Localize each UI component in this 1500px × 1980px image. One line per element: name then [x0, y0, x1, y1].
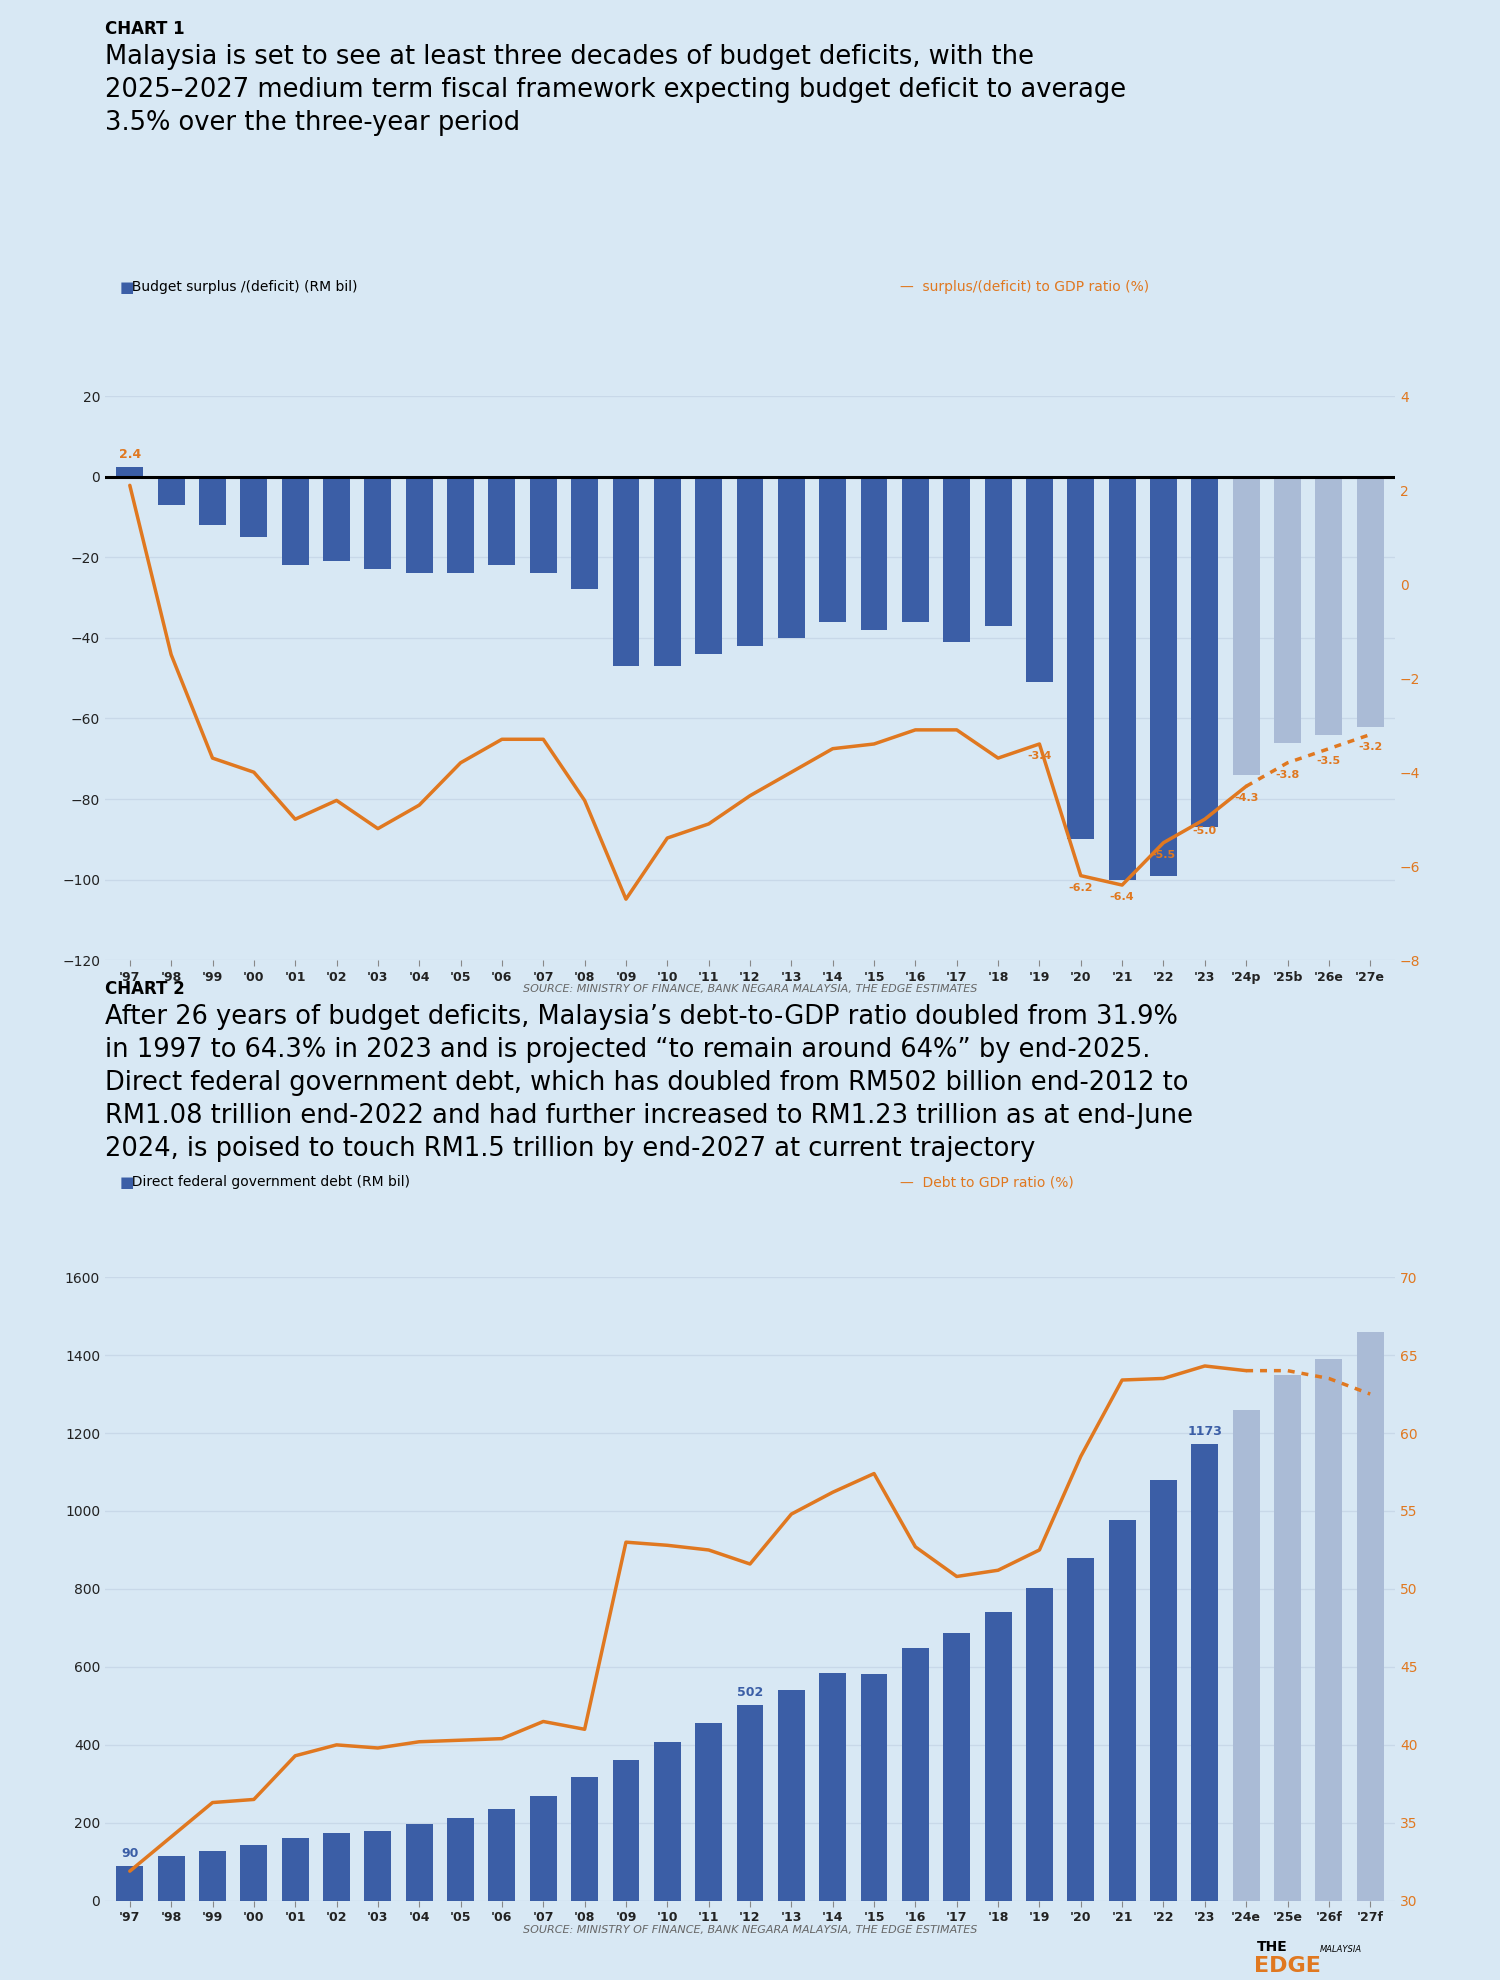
Bar [1108, 477, 1136, 879]
Bar [654, 477, 681, 665]
Bar [861, 477, 888, 630]
Bar [117, 467, 142, 477]
Text: 1173: 1173 [1188, 1426, 1222, 1437]
Bar [158, 477, 184, 505]
Text: 90: 90 [122, 1847, 138, 1859]
Bar [364, 477, 392, 570]
Text: -5.5: -5.5 [1152, 849, 1176, 859]
Bar [1026, 1588, 1053, 1901]
Bar [572, 1776, 598, 1901]
Bar [861, 1673, 888, 1901]
Bar [117, 1865, 142, 1901]
Bar [530, 477, 556, 574]
Bar [1068, 477, 1094, 840]
Text: 2.4: 2.4 [118, 447, 141, 461]
Bar [1068, 1558, 1094, 1901]
Bar [902, 477, 928, 622]
Text: -3.5: -3.5 [1317, 756, 1341, 766]
Bar [1274, 477, 1300, 742]
Bar [694, 1723, 721, 1901]
Bar [1233, 477, 1260, 774]
Bar [406, 1824, 432, 1901]
Bar [1316, 1358, 1342, 1901]
Bar [322, 477, 350, 560]
Bar [1191, 1443, 1218, 1901]
Text: 502: 502 [736, 1687, 764, 1699]
Bar [944, 477, 970, 642]
Bar [1233, 1410, 1260, 1901]
Bar [944, 1634, 970, 1901]
Text: —  surplus/(deficit) to GDP ratio (%): — surplus/(deficit) to GDP ratio (%) [900, 279, 1149, 295]
Bar [489, 1810, 516, 1901]
Bar [1274, 1374, 1300, 1901]
Text: SOURCE: MINISTRY OF FINANCE, BANK NEGARA MALAYSIA, THE EDGE ESTIMATES: SOURCE: MINISTRY OF FINANCE, BANK NEGARA… [524, 1925, 976, 1934]
Bar [1316, 477, 1342, 735]
Text: -4.3: -4.3 [1234, 794, 1258, 804]
Bar [240, 1845, 267, 1901]
Bar [1150, 477, 1178, 875]
Bar [1150, 1479, 1178, 1901]
Bar [612, 1760, 639, 1901]
Bar [447, 477, 474, 574]
Text: Malaysia is set to see at least three decades of budget deficits, with the
2025–: Malaysia is set to see at least three de… [105, 44, 1127, 135]
Bar [1026, 477, 1053, 683]
Bar [1358, 1333, 1383, 1901]
Text: -6.4: -6.4 [1110, 893, 1134, 903]
Bar [282, 1837, 309, 1901]
Bar [200, 477, 226, 525]
Text: After 26 years of budget deficits, Malaysia’s debt-to-GDP ratio doubled from 31.: After 26 years of budget deficits, Malay… [105, 1004, 1193, 1162]
Text: —  Debt to GDP ratio (%): — Debt to GDP ratio (%) [900, 1174, 1074, 1190]
Bar [819, 477, 846, 622]
Bar [778, 477, 806, 638]
Text: EDGE: EDGE [1254, 1956, 1322, 1976]
Text: -5.0: -5.0 [1192, 826, 1216, 836]
Bar [902, 1647, 928, 1901]
Text: Direct federal government debt (RM bil): Direct federal government debt (RM bil) [123, 1174, 410, 1190]
Bar [322, 1833, 350, 1901]
Text: ■: ■ [120, 279, 135, 295]
Text: ■: ■ [120, 1174, 135, 1190]
Text: CHART 2: CHART 2 [105, 980, 184, 998]
Bar [984, 1612, 1011, 1901]
Text: THE: THE [1257, 1940, 1287, 1954]
Bar [736, 1705, 764, 1901]
Text: -3.8: -3.8 [1275, 770, 1299, 780]
Bar [1108, 1519, 1136, 1901]
Bar [406, 477, 432, 574]
Bar [200, 1851, 226, 1901]
Text: CHART 1: CHART 1 [105, 20, 184, 38]
Bar [778, 1689, 806, 1901]
Text: -6.2: -6.2 [1068, 883, 1094, 893]
Bar [447, 1818, 474, 1901]
Bar [530, 1796, 556, 1901]
Bar [612, 477, 639, 665]
Bar [158, 1855, 184, 1901]
Bar [1191, 477, 1218, 828]
Text: SOURCE: MINISTRY OF FINANCE, BANK NEGARA MALAYSIA, THE EDGE ESTIMATES: SOURCE: MINISTRY OF FINANCE, BANK NEGARA… [524, 984, 976, 994]
Bar [654, 1742, 681, 1901]
Bar [572, 477, 598, 590]
Text: MALAYSIA: MALAYSIA [1320, 1944, 1362, 1954]
Bar [1358, 477, 1383, 727]
Bar [819, 1673, 846, 1901]
Bar [282, 477, 309, 566]
Bar [240, 477, 267, 537]
Bar [364, 1832, 392, 1901]
Bar [736, 477, 764, 645]
Text: -3.4: -3.4 [1028, 750, 1051, 760]
Bar [984, 477, 1011, 626]
Bar [694, 477, 721, 653]
Text: Budget surplus /(deficit) (RM bil): Budget surplus /(deficit) (RM bil) [123, 279, 357, 295]
Bar [489, 477, 516, 566]
Text: -3.2: -3.2 [1358, 742, 1383, 752]
